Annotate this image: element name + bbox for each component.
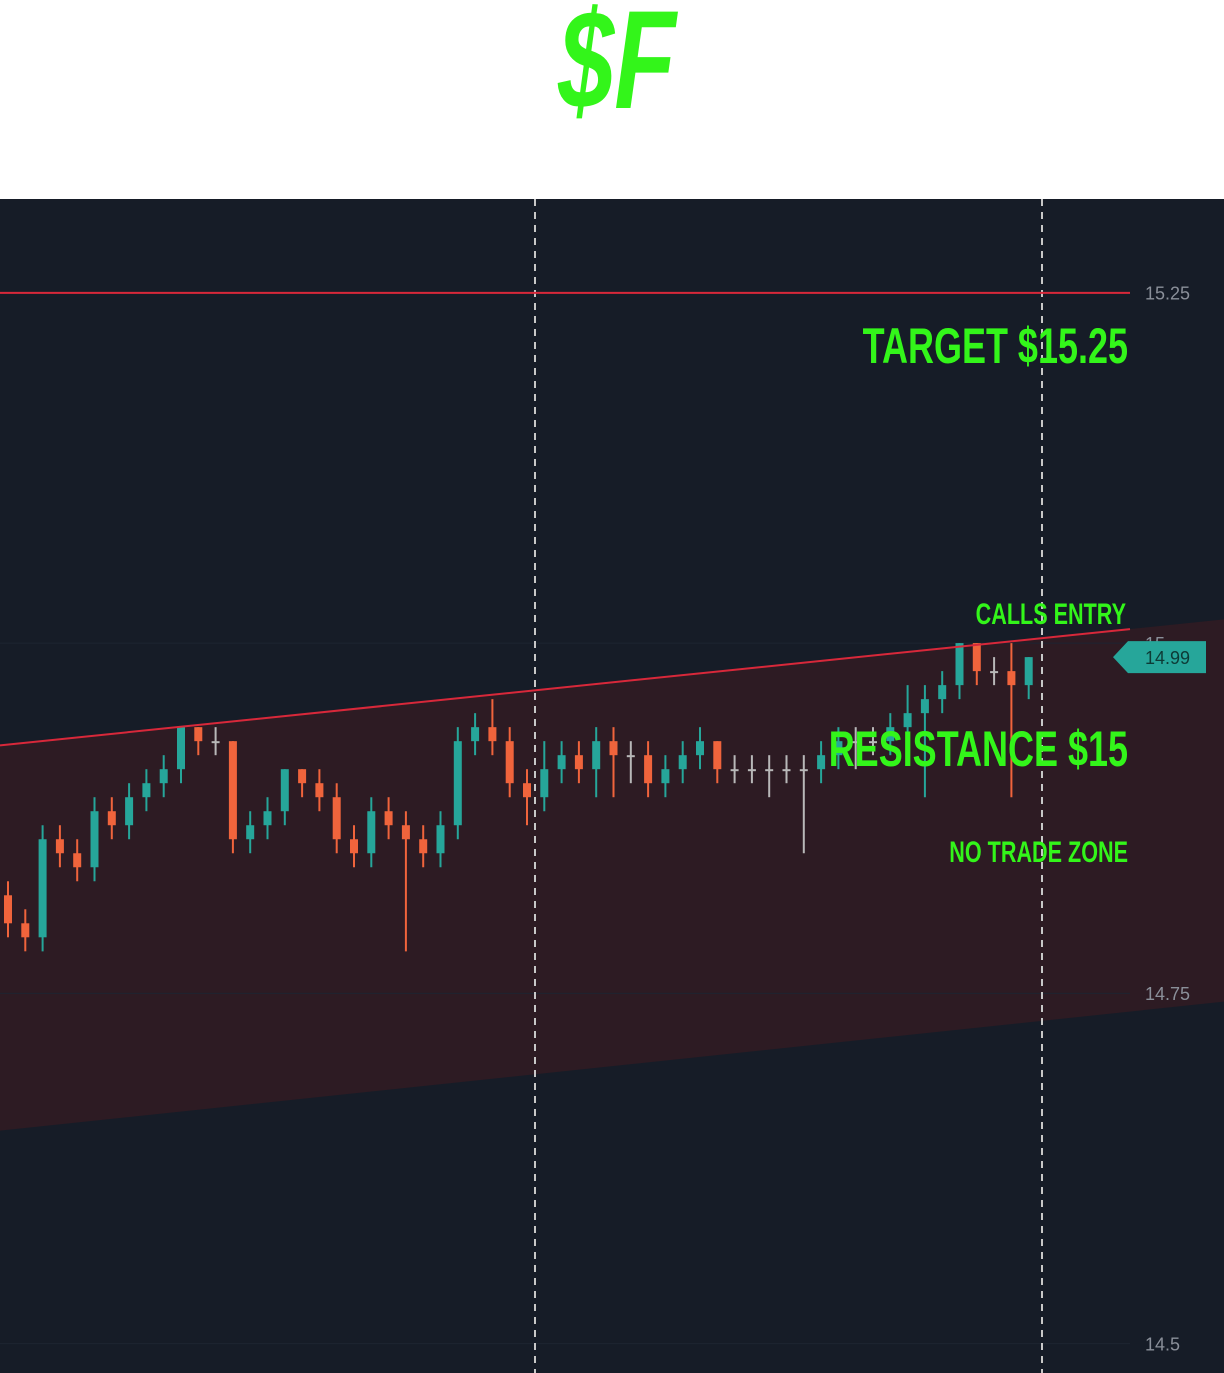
candle-body	[903, 713, 912, 728]
candle-body	[730, 769, 739, 772]
candle-body	[177, 727, 185, 770]
chart-title: $F	[557, 0, 678, 138]
candle-body	[990, 671, 999, 674]
candle-body	[384, 811, 393, 826]
annotation: NO TRADE ZONE	[949, 834, 1128, 868]
y-tick-label: 15.25	[1145, 284, 1190, 304]
candle-body	[696, 741, 704, 756]
candle-body	[419, 839, 428, 854]
candle-body	[471, 727, 480, 742]
candle-body	[263, 811, 272, 826]
candle-body	[38, 839, 47, 938]
candle-body	[678, 755, 687, 770]
candle-body	[73, 853, 82, 868]
candle-body	[644, 755, 653, 784]
candle-body	[920, 699, 929, 714]
candle-body	[332, 797, 341, 840]
candle-body	[747, 769, 756, 772]
candle-body	[834, 741, 843, 756]
candle-body	[886, 727, 895, 742]
candle-body	[125, 797, 134, 826]
candle-body	[453, 741, 462, 826]
channel-upper	[0, 628, 1131, 747]
y-tick-label: 14.5	[1145, 1334, 1180, 1354]
candle-body	[851, 741, 860, 744]
plot	[0, 292, 1224, 1345]
candle-body	[4, 895, 12, 924]
candle-body	[142, 783, 151, 798]
candle-body	[713, 741, 722, 770]
candle-body	[592, 741, 601, 770]
candle-body	[661, 769, 670, 784]
annotation: TARGET $15.25	[863, 319, 1128, 374]
candle-body	[626, 755, 635, 758]
candle-body	[246, 825, 255, 840]
price-tag	[1113, 641, 1206, 674]
candle-body	[21, 923, 30, 938]
candle-body	[488, 727, 497, 742]
candle-body	[159, 769, 168, 784]
candle-body	[609, 741, 618, 756]
candle-body	[799, 769, 808, 772]
candle-body	[938, 685, 947, 700]
candle-body	[298, 769, 307, 784]
candle-body	[869, 741, 877, 744]
candle-body	[557, 755, 566, 770]
channel-band	[0, 619, 1224, 1131]
y-tick-label: 14.75	[1145, 984, 1190, 1004]
annotation: RESISTANCE $15	[829, 722, 1128, 777]
candle-body	[367, 811, 376, 854]
candle-body	[280, 769, 289, 812]
candle-body	[194, 727, 203, 742]
candle-body	[401, 825, 410, 840]
candle-body	[523, 783, 531, 798]
candle-body	[782, 769, 791, 772]
candle-body	[436, 825, 445, 854]
candle-body	[55, 839, 64, 854]
candle-body	[505, 741, 514, 784]
candle-body	[1024, 657, 1033, 686]
candle-body	[350, 839, 358, 854]
candle-body	[211, 741, 220, 744]
candle-body	[228, 741, 237, 840]
candle-body	[574, 755, 583, 770]
price-tag-label: 14.99	[1145, 648, 1190, 668]
candle-body	[1007, 671, 1016, 686]
candle-body	[315, 783, 324, 798]
candle-body	[955, 643, 964, 686]
candle-body	[972, 643, 981, 672]
header-bg	[0, 0, 1224, 199]
candle-body	[817, 755, 826, 770]
candle-body	[765, 769, 774, 772]
candle-body	[90, 811, 99, 868]
candle-body	[540, 769, 549, 798]
candle-body	[107, 811, 116, 826]
annotation: CALLS ENTRY	[976, 596, 1126, 630]
